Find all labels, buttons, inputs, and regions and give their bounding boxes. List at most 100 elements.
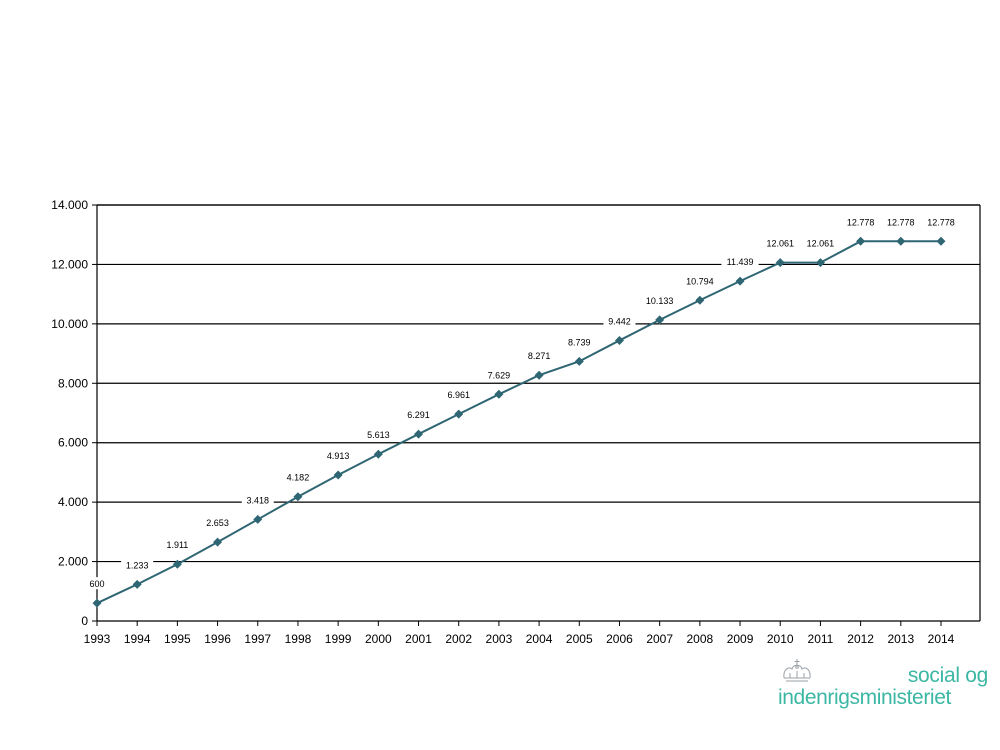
data-label: 4.182: [287, 473, 310, 483]
data-label: 9.442: [608, 316, 631, 326]
x-tick-label: 2003: [486, 632, 513, 646]
data-point-marker: [293, 492, 303, 502]
data-label-background: [523, 349, 556, 362]
x-tick-label: 2008: [687, 632, 714, 646]
data-point-marker: [856, 236, 866, 246]
data-point-marker: [414, 429, 424, 439]
data-label: 10.133: [646, 296, 674, 306]
axes: [96, 204, 981, 622]
data-series: [92, 236, 946, 608]
data-point-marker: [936, 236, 946, 246]
data-label: 1.233: [126, 560, 149, 570]
data-point-marker: [695, 295, 705, 305]
data-label: 12.778: [847, 217, 875, 227]
y-tick-label: 4.000: [58, 495, 88, 509]
y-tick-label: 2.000: [58, 555, 88, 569]
data-point-marker: [815, 258, 825, 268]
data-point-marker: [655, 315, 665, 325]
data-label-background: [681, 274, 719, 287]
data-point-marker: [172, 559, 182, 569]
data-label-background: [721, 255, 759, 268]
data-label-background: [362, 428, 395, 441]
y-tick-label: 6.000: [58, 436, 88, 450]
data-label-background: [241, 493, 274, 506]
data-point-marker: [896, 236, 906, 246]
data-labels: 600 1.233 1.911 2.653 3.418 4.182 4.913 5.613 6.…: [86, 215, 960, 590]
x-tick-label: 2007: [646, 632, 673, 646]
data-point-marker: [775, 258, 785, 268]
x-tick-label: 1994: [124, 632, 151, 646]
x-tick-label: 2014: [928, 632, 955, 646]
x-tick-label: 1997: [244, 632, 271, 646]
x-tick-label: 1998: [285, 632, 312, 646]
data-label: 8.739: [568, 337, 591, 347]
data-label-background: [922, 215, 960, 228]
data-label-background: [482, 368, 515, 381]
data-point-marker: [92, 598, 102, 608]
ministry-logo: social og indenrigsministeriet: [778, 656, 988, 716]
logo-text-line2: indenrigsministeriet: [778, 686, 951, 709]
x-tick-label: 2000: [365, 632, 392, 646]
y-tick-label: 8.000: [58, 376, 88, 390]
data-label-background: [322, 449, 355, 462]
data-label: 8.271: [528, 351, 551, 361]
y-tick-label: 10.000: [51, 317, 88, 331]
data-label: 12.061: [766, 239, 794, 249]
data-point-marker: [614, 335, 624, 345]
x-tick-label: 2012: [847, 632, 874, 646]
x-tick-label: 1996: [204, 632, 231, 646]
data-label: 3.418: [246, 495, 269, 505]
data-point-marker: [373, 449, 383, 459]
data-label: 1.911: [166, 540, 188, 550]
data-label-background: [842, 215, 880, 228]
x-tick-label: 2002: [445, 632, 472, 646]
data-label: 5.613: [367, 430, 390, 440]
data-point-marker: [253, 514, 263, 524]
data-label: 6.961: [447, 390, 470, 400]
data-label-background: [641, 293, 679, 306]
x-axis-ticks: 1993 1994 1995 1996 1997 1998 1999 2000 2001 2002…: [84, 621, 955, 646]
data-point-marker: [333, 470, 343, 480]
data-label-background: [801, 236, 840, 249]
x-tick-label: 1993: [84, 632, 111, 646]
data-label-background: [201, 516, 234, 529]
data-point-marker: [454, 409, 464, 419]
data-point-marker: [494, 389, 504, 399]
data-label: 11.439: [727, 257, 754, 267]
data-label-background: [882, 215, 920, 228]
data-label-background: [603, 314, 636, 327]
series-line: [96, 240, 941, 605]
data-label: 6.291: [407, 410, 430, 420]
data-point-marker: [735, 276, 745, 286]
logo-text-line1: social og: [907, 664, 988, 687]
x-tick-label: 1999: [325, 632, 352, 646]
data-label: 600: [89, 579, 104, 589]
crown-icon: [783, 659, 811, 682]
data-point-marker: [574, 356, 584, 366]
x-tick-label: 2005: [566, 632, 593, 646]
data-point-marker: [213, 537, 223, 547]
x-tick-label: 2001: [405, 632, 432, 646]
data-point-marker: [534, 370, 544, 380]
x-tick-label: 2011: [808, 632, 834, 646]
data-label-background: [402, 408, 435, 421]
data-label-background: [121, 558, 154, 571]
data-label: 12.778: [927, 217, 955, 227]
y-tick-label: 12.000: [51, 257, 88, 271]
data-label: 2.653: [206, 518, 229, 528]
y-tick-label: 0: [81, 614, 88, 628]
x-tick-label: 2013: [887, 632, 914, 646]
data-label: 12.061: [807, 239, 835, 249]
data-label-background: [86, 577, 108, 590]
x-tick-label: 2009: [727, 632, 754, 646]
x-tick-label: 2006: [606, 632, 633, 646]
data-label-background: [442, 388, 475, 401]
y-tick-label: 14.000: [51, 198, 88, 212]
data-label-background: [563, 335, 596, 348]
gridlines: [97, 204, 980, 563]
data-label: 12.778: [887, 217, 915, 227]
data-label-background: [281, 470, 314, 483]
x-tick-label: 2004: [526, 632, 553, 646]
data-label: 10.794: [686, 276, 714, 286]
